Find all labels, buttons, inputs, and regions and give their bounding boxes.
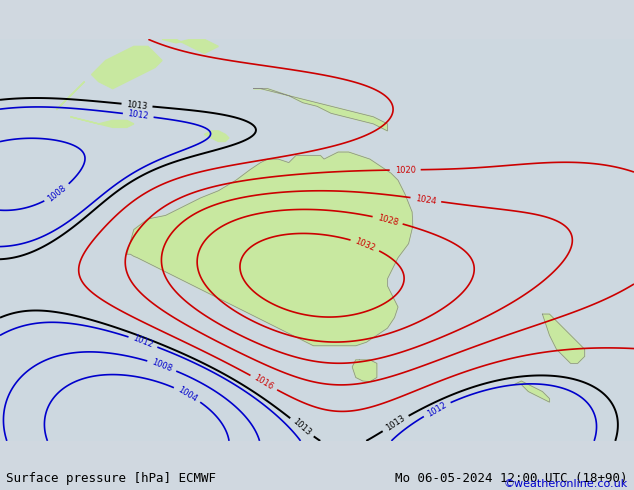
Polygon shape <box>70 117 134 127</box>
Text: ©weatheronline.co.uk: ©weatheronline.co.uk <box>503 479 628 489</box>
Text: 1020: 1020 <box>394 165 416 174</box>
Text: 1008: 1008 <box>150 358 173 374</box>
Text: 1008: 1008 <box>46 183 68 203</box>
Text: 1013: 1013 <box>291 417 313 438</box>
Text: 1013: 1013 <box>384 414 407 433</box>
Polygon shape <box>56 82 84 110</box>
Text: 1028: 1028 <box>377 213 399 227</box>
Text: Surface pressure [hPa] ECMWF: Surface pressure [hPa] ECMWF <box>6 472 216 486</box>
Polygon shape <box>514 381 550 402</box>
Polygon shape <box>204 131 229 142</box>
Polygon shape <box>353 360 377 382</box>
Text: 1012: 1012 <box>425 400 448 418</box>
Polygon shape <box>91 47 162 89</box>
Text: 1012: 1012 <box>132 334 155 350</box>
Text: 1024: 1024 <box>415 194 437 206</box>
Polygon shape <box>127 152 413 346</box>
Polygon shape <box>162 39 218 53</box>
Text: Mo 06-05-2024 12:00 UTC (18+90): Mo 06-05-2024 12:00 UTC (18+90) <box>395 472 628 486</box>
Polygon shape <box>254 89 387 131</box>
Text: 1013: 1013 <box>126 99 148 111</box>
Text: 1016: 1016 <box>252 373 275 392</box>
Text: 1004: 1004 <box>176 385 199 404</box>
Text: 1012: 1012 <box>127 109 149 121</box>
Polygon shape <box>543 314 585 364</box>
Text: 1032: 1032 <box>354 237 377 253</box>
